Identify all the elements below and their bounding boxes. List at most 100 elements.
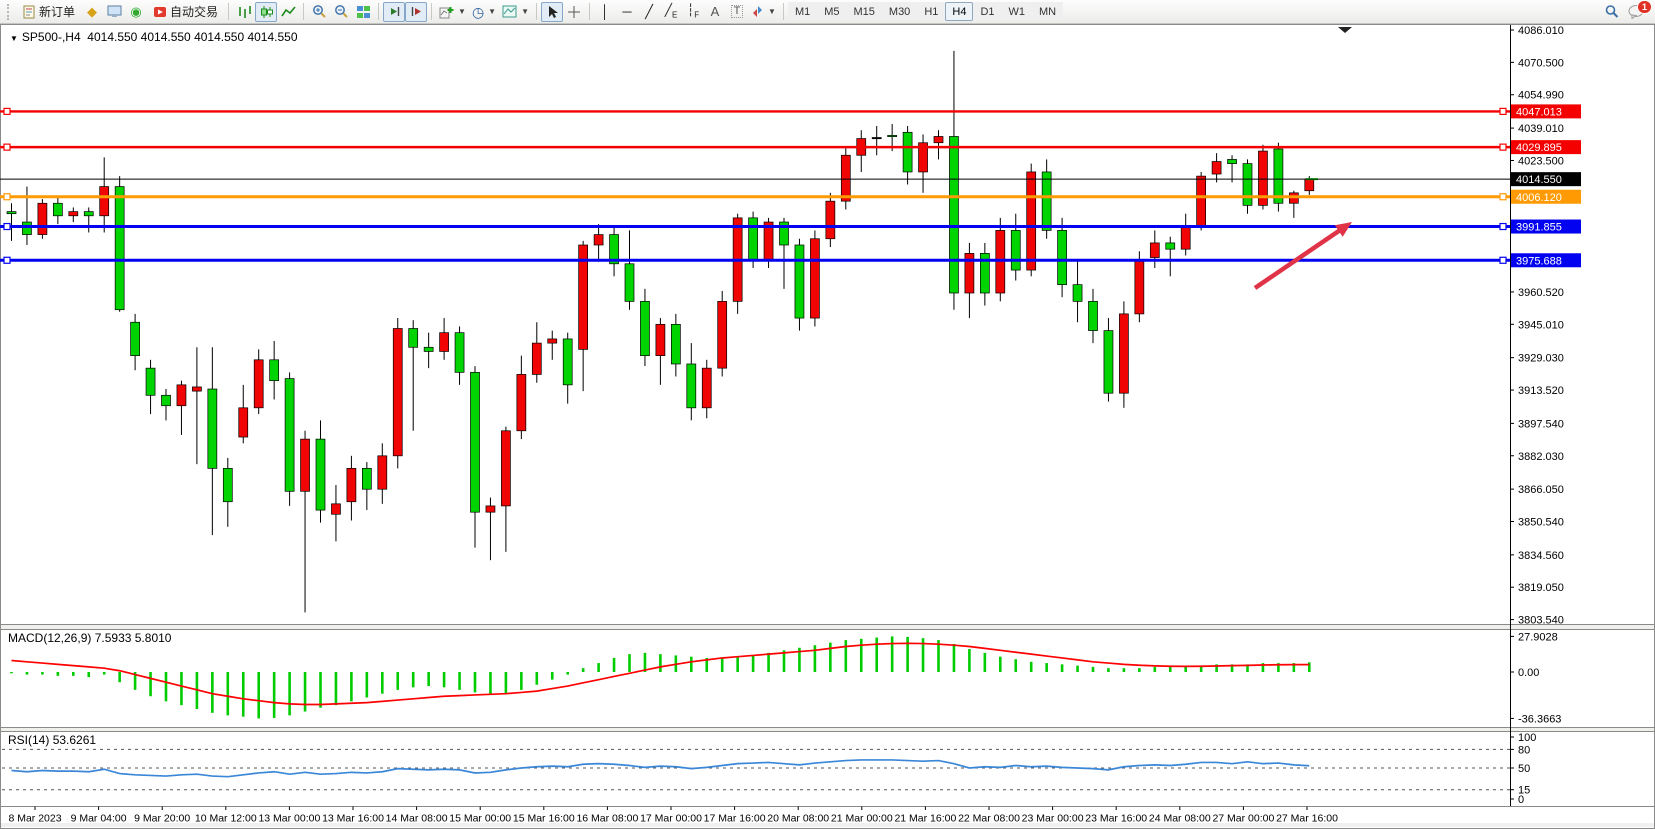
equidistant-channel-button[interactable]: ╱E [660, 2, 682, 22]
vertical-line-button[interactable]: │ [594, 2, 616, 22]
candlestick-button[interactable] [255, 1, 278, 22]
price-tick-label: 3819.050 [1518, 582, 1564, 594]
candle [609, 234, 619, 265]
chart-shift-button[interactable] [405, 1, 428, 22]
templates-button[interactable]: ▼ [499, 2, 532, 22]
trend-arrow [1253, 225, 1345, 290]
current-price-badge-label: 4014.550 [1516, 174, 1562, 186]
periods-button[interactable]: ◷ ▼ [469, 2, 499, 22]
candle [300, 438, 310, 492]
candle [1010, 230, 1021, 271]
market-watch-button[interactable]: ◆ [81, 2, 103, 22]
price-tick-label: 4054.990 [1518, 90, 1564, 102]
line-price-badge-label: 3991.855 [1516, 222, 1562, 234]
timeframe-h4[interactable]: H4 [945, 2, 974, 21]
zoom-in-button[interactable] [308, 2, 330, 22]
cursor-button[interactable] [541, 1, 564, 22]
toolbar-grip[interactable] [7, 3, 14, 20]
price-tick-label: 4023.500 [1518, 155, 1564, 167]
candle [470, 371, 480, 513]
timeframe-mn[interactable]: MN [1032, 2, 1064, 21]
candle [68, 211, 79, 217]
annotations-layer[interactable] [1253, 27, 1352, 290]
line-handle [3, 143, 11, 151]
timeframe-m15[interactable]: M15 [846, 2, 882, 21]
candle [99, 186, 110, 217]
notifications-button[interactable]: 1 [1628, 0, 1652, 19]
candle [1119, 313, 1129, 394]
drawing-tools-group: │ ─ ╱ ╱E ┆F A T ▼ [594, 1, 779, 23]
time-tick-label: 20 Mar 08:00 [767, 813, 829, 825]
candle [1273, 148, 1284, 204]
chart-shift-icon [411, 7, 421, 16]
new-order-label: 新订单 [39, 5, 76, 19]
candle [1196, 175, 1207, 227]
line-handle [1499, 143, 1507, 151]
crosshair-button[interactable] [563, 2, 585, 22]
macd-indicator-label: MACD(12,26,9) 7.5933 5.8010 [8, 631, 172, 645]
price-lines-layer[interactable] [0, 107, 1510, 264]
arrows-button[interactable]: ▼ [748, 2, 779, 22]
line-handle [3, 256, 11, 264]
signal-button[interactable]: ◉ [125, 2, 147, 22]
candle [315, 438, 326, 511]
macd-signal-line [11, 642, 1310, 706]
time-tick-label: 8 Mar 2023 [8, 813, 61, 825]
indicator-group: ▼ ◷ ▼ ▼ [436, 1, 532, 23]
trend-arrow-head [1334, 222, 1352, 237]
timeframe-d1[interactable]: D1 [973, 2, 1002, 21]
candle [362, 467, 372, 490]
indicators-button[interactable]: ▼ [436, 2, 469, 22]
time-tick-label: 23 Mar 16:00 [1085, 813, 1147, 825]
chart-type-group [233, 1, 299, 23]
timeframe-h1[interactable]: H1 [917, 2, 946, 21]
candle [253, 359, 264, 409]
auto-trading-label: 自动交易 [170, 5, 219, 19]
timeframe-w1[interactable]: W1 [1001, 2, 1032, 21]
timeframe-m5[interactable]: M5 [817, 2, 847, 21]
horizontal-line-button[interactable]: ─ [616, 2, 638, 22]
candle [578, 244, 589, 350]
tile-windows-button[interactable] [352, 2, 374, 22]
price-tick-label: 3913.520 [1518, 385, 1564, 397]
terminal-button[interactable] [103, 2, 125, 22]
search-button[interactable] [1600, 2, 1622, 22]
time-tick-label: 27 Mar 16:00 [1276, 813, 1338, 825]
timeframe-m30[interactable]: M30 [881, 2, 918, 21]
candle [408, 328, 419, 348]
timeframe-m1[interactable]: M1 [787, 2, 818, 21]
time-tick-label: 16 Mar 08:00 [576, 813, 638, 825]
chart-title: ▼ SP500-,H4 4014.550 4014.550 4014.550 40… [10, 30, 298, 44]
line-handle [1499, 256, 1507, 264]
price-axis[interactable]: 4086.010 4070.500 4054.990 4039.010 4023.500… [1510, 25, 1581, 807]
line-chart-button[interactable] [277, 2, 299, 22]
time-tick-label: 13 Mar 00:00 [258, 813, 320, 825]
chart-canvas[interactable]: 4086.010 4070.500 4054.990 4039.010 4023.500… [0, 24, 1655, 829]
candle [1149, 242, 1160, 258]
time-axis[interactable]: 8 Mar 2023 9 Mar 04:00 9 Mar 20:00 10 Mar 1… [0, 806, 1655, 828]
text-button[interactable]: A [704, 2, 726, 22]
text-label-button[interactable]: T [726, 2, 748, 22]
bar-chart-button[interactable] [233, 2, 255, 22]
candle [346, 467, 357, 503]
rsi-panel [2, 748, 1510, 791]
time-tick-label: 9 Mar 04:00 [71, 813, 127, 825]
candle [593, 234, 604, 246]
fibonacci-button[interactable]: ┆F [682, 2, 704, 22]
auto-trading-button[interactable]: 自动交易 [147, 2, 224, 22]
candle [1041, 171, 1052, 231]
rsi-tick-label: 15 [1518, 785, 1530, 797]
search-icon [1605, 5, 1618, 18]
gold-diamond-icon: ◆ [87, 4, 98, 19]
auto-scroll-button[interactable] [383, 1, 406, 22]
chart-shift-marker [1338, 27, 1352, 33]
timeframes-group: M1 M5 M15 M30 H1 H4 D1 W1 MN [787, 1, 1064, 23]
rsi-tick-label: 50 [1518, 763, 1530, 775]
zoom-out-button[interactable] [330, 2, 352, 22]
symbol-period-label: SP500-,H4 [21, 30, 81, 44]
trendline-button[interactable]: ╱ [638, 2, 660, 22]
price-tick-label: 3850.540 [1518, 516, 1564, 528]
candle [37, 202, 48, 235]
candle [1072, 284, 1083, 302]
new-order-button[interactable]: 新订单 [17, 2, 81, 22]
